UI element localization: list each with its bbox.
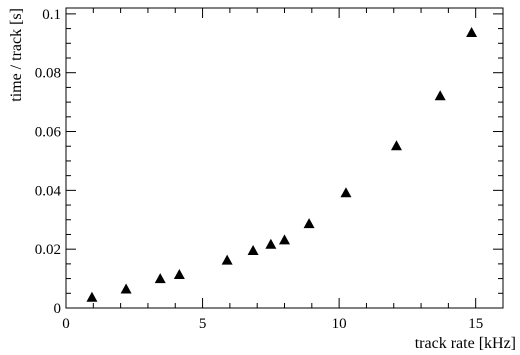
- data-point-triangle: [340, 187, 352, 198]
- x-tick-label: 5: [199, 316, 207, 332]
- tick-labels: 0 5 10 15 0 0.02 0.04 0.06 0.08 0.1: [35, 7, 483, 332]
- data-point-triangle: [265, 238, 277, 249]
- data-point-triangle: [86, 291, 98, 302]
- y-tick-label: 0.06: [35, 125, 62, 141]
- data-point-triangle: [154, 273, 166, 284]
- axis-ticks: [65, 8, 504, 309]
- y-axis-title: time / track [s]: [8, 8, 25, 102]
- data-point-triangle: [466, 27, 478, 37]
- y-tick-label: 0.04: [35, 183, 62, 199]
- data-point-triangle: [303, 218, 315, 229]
- data-point-triangle: [390, 140, 402, 151]
- data-point-triangle: [434, 90, 446, 101]
- x-tick-label: 0: [62, 316, 70, 332]
- x-axis-title: track rate [kHz]: [415, 335, 516, 352]
- y-tick-label: 0.08: [35, 66, 61, 82]
- x-tick-label: 10: [332, 316, 347, 332]
- data-point-triangle: [120, 283, 132, 294]
- data-point-triangle: [173, 269, 185, 280]
- y-tick-label: 0: [54, 301, 62, 317]
- y-tick-label: 0.1: [42, 7, 61, 23]
- plot-frame: [65, 7, 504, 309]
- y-tick-label: 0.02: [35, 242, 61, 258]
- data-point-triangle: [247, 244, 259, 255]
- data-point-triangle: [221, 254, 233, 265]
- data-points: [86, 27, 478, 302]
- data-point-triangle: [279, 234, 290, 245]
- x-tick-label: 15: [468, 316, 483, 332]
